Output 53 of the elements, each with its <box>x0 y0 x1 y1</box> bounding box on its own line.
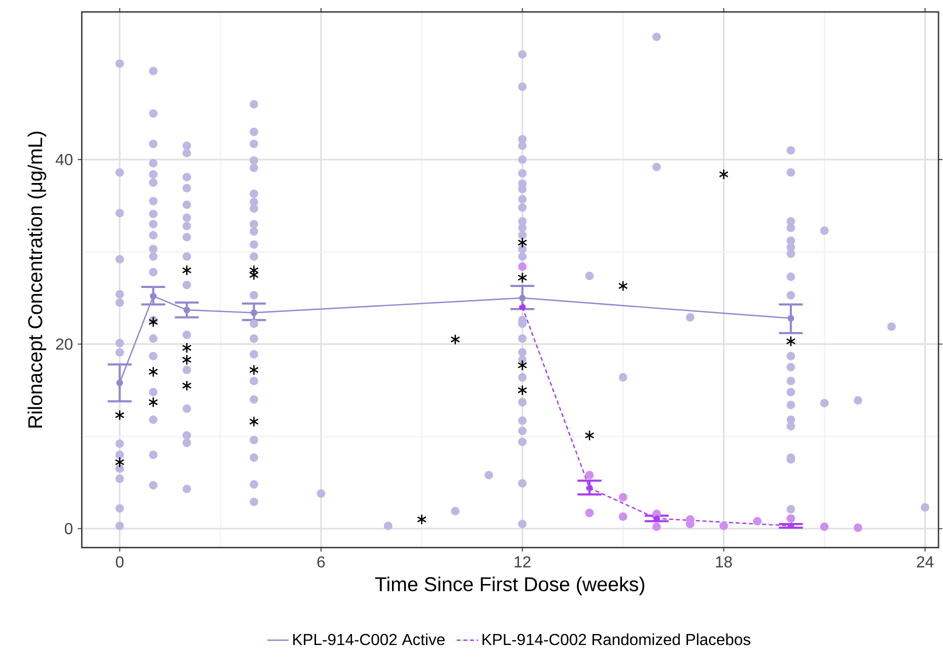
point <box>519 304 526 310</box>
point <box>518 360 528 371</box>
point <box>518 384 528 396</box>
point <box>116 379 124 386</box>
point <box>148 316 158 328</box>
x-tick-label: 12 <box>514 556 530 568</box>
point <box>788 314 794 322</box>
point <box>586 484 593 492</box>
point <box>820 522 829 531</box>
point <box>450 334 460 345</box>
point <box>518 272 528 284</box>
point <box>786 514 796 523</box>
point <box>148 396 158 408</box>
legend-label: KPL-914-C002 Active <box>293 633 445 646</box>
point <box>719 521 728 530</box>
y-tick-label: 0 <box>64 522 72 534</box>
point <box>148 366 158 378</box>
point <box>618 492 628 502</box>
point <box>788 522 794 530</box>
point <box>585 470 594 480</box>
point <box>718 168 729 180</box>
x-tick-label: 24 <box>916 556 934 568</box>
point <box>854 523 862 532</box>
point <box>753 516 762 526</box>
point <box>182 354 192 366</box>
point <box>652 522 661 531</box>
x-tick-label: 18 <box>716 556 732 568</box>
point <box>518 262 527 271</box>
point <box>183 306 190 314</box>
point <box>786 336 796 347</box>
point <box>519 294 526 302</box>
x-tick-label: 0 <box>116 556 124 568</box>
y-axis-title: Rilonacept Concentration (μg/mL) <box>28 132 46 428</box>
point <box>584 430 594 441</box>
point <box>114 410 125 420</box>
y-tick-label: 20 <box>56 338 72 350</box>
point <box>249 364 259 376</box>
point <box>250 309 258 316</box>
legend-label: KPL-914-C002 Randomized Placebos <box>482 633 750 646</box>
point <box>249 416 259 427</box>
point <box>182 342 192 354</box>
point <box>518 237 528 248</box>
point <box>618 512 628 521</box>
point <box>182 380 192 391</box>
point <box>416 514 427 525</box>
point <box>618 280 628 292</box>
point <box>150 292 157 300</box>
x-axis-title: Time Since First Dose (weeks) <box>375 576 644 596</box>
point <box>182 264 192 276</box>
point <box>114 456 125 468</box>
point <box>585 508 594 518</box>
x-tick-label: 6 <box>317 556 325 568</box>
y-tick-label: 40 <box>56 154 72 166</box>
